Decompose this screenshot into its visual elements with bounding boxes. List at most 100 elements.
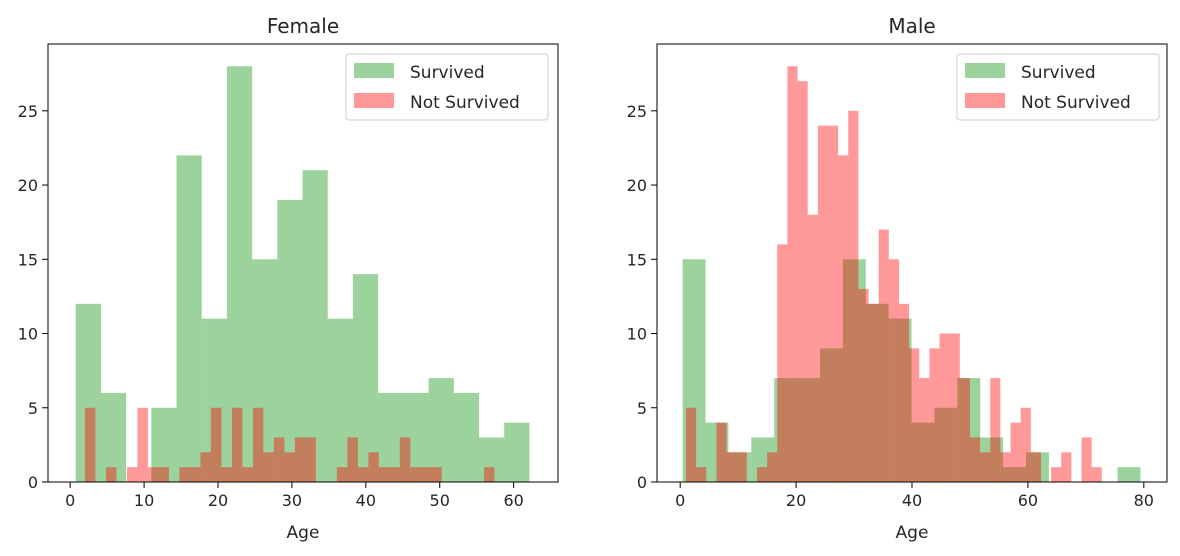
bar-not-survived-male-20 [888,259,899,482]
bar-not-survived-male-0 [685,407,697,482]
x-tick-label: 0 [65,491,75,510]
bar-not-survived-female-30 [399,437,411,482]
bar-not-survived-female-11 [200,452,211,482]
bar-not-survived-female-27 [368,452,379,482]
bar-not-survived-male-21 [898,303,910,482]
bar-not-survived-male-29 [980,452,991,482]
x-tick-label: 40 [356,491,376,510]
legend-label-survived-male: Survived [1021,63,1096,83]
chart-title-female: Female [267,14,339,38]
bar-not-survived-male-23 [919,378,930,482]
x-axis-male: 0 20 40 60 80 [675,482,1154,510]
bar-not-survived-female-20 [294,437,306,482]
bar-survived-female-8 [277,199,303,482]
bar-not-survived-male-32 [1010,422,1021,482]
bar-not-survived-male-9 [777,244,788,482]
bar-not-survived-female-12 [210,407,222,482]
plot-area-female [75,66,530,483]
bar-not-survived-male-4 [726,452,737,482]
bar-not-survived-male-24 [929,348,940,482]
legend-female: Survived Not Survived [345,53,549,121]
x-tick-label: 20 [208,491,228,510]
bar-not-survived-male-13 [817,125,828,482]
bar-not-survived-female-extra-0 [484,467,495,482]
y-tick-label: 10 [18,325,38,344]
y-axis-female: 0 5 10 15 20 25 [18,102,48,492]
legend-label-not-survived-female: Not Survived [410,93,520,113]
x-axis-label-male: Age [896,523,929,543]
y-axis-male: 0 5 10 15 20 25 [627,102,657,492]
legend-swatch-not-survived-female [354,93,394,108]
bar-not-survived-male-10 [787,66,798,483]
bar-survived-female-6 [226,66,253,483]
y-tick-label: 15 [18,250,38,269]
chart-title-male: Male [888,14,935,38]
bar-not-survived-female-15 [242,467,253,482]
bar-not-survived-female-4 [126,467,138,482]
bar-not-survived-male-26 [949,333,960,482]
y-tick-label: 25 [18,102,38,121]
y-tick-label: 20 [18,176,38,195]
y-tick-label: 5 [28,399,38,418]
bar-not-survived-female-18 [273,437,285,482]
legend-male: Survived Not Survived [956,53,1160,121]
x-tick-label: 30 [282,491,302,510]
bar-survived-male-13 [980,437,1004,482]
x-tick-label: 80 [1134,491,1154,510]
bar-survived-male-10 [911,422,935,482]
legend-swatch-survived-male [965,63,1005,78]
bar-not-survived-male-31 [1000,452,1011,482]
y-tick-label: 0 [637,473,647,492]
bar-survived-male-5 [797,378,820,482]
bar-survived-male-6 [819,348,843,482]
bar-survived-male-4 [774,378,798,482]
bar-survived-female-17 [504,422,530,482]
bar-not-survived-female-28 [378,467,390,482]
bar-survived-male-9 [888,318,912,482]
bar-not-survived-male-19 [878,229,889,482]
x-tick-label: 20 [786,491,806,510]
legend-label-survived-female: Survived [410,63,485,83]
y-tick-label: 10 [627,325,647,344]
bar-survived-male-1 [705,422,729,482]
bar-not-survived-female-9 [179,467,190,482]
bar-not-survived-female-21 [305,437,316,482]
axes-frame-female [47,43,559,483]
bar-not-survived-male-28 [969,437,981,482]
bar-not-survived-male-40 [1091,467,1102,482]
panel-male: Male 0 20 40 60 80 0 5 10 15 20 25 Age Survived N… [627,14,1168,543]
bar-not-survived-male-30 [990,378,1001,482]
y-tick-label: 0 [28,473,38,492]
x-tick-label: 40 [902,491,922,510]
bar-not-survived-female-2 [105,467,117,482]
bar-survived-female-16 [478,437,505,482]
bar-not-survived-male-36 [1051,467,1062,482]
bar-not-survived-male-14 [827,125,839,482]
x-tick-label: 50 [430,491,450,510]
bar-survived-male-0 [682,259,706,482]
bar-survived-male-8 [865,303,889,482]
bar-survived-female-3 [151,407,177,482]
bar-not-survived-male-27 [959,378,970,482]
bar-not-survived-male-22 [909,348,920,482]
bar-survived-male-2 [728,452,752,482]
bar-not-survived-male-12 [807,214,818,482]
bar-survived-female-9 [302,170,328,482]
bar-not-survived-female-19 [284,452,295,482]
bar-survived-female-0 [75,303,101,482]
bar-not-survived-female-0 [84,407,96,482]
bar-not-survived-female-31 [410,467,421,482]
y-tick-label: 25 [627,102,647,121]
y-tick-label: 15 [627,250,647,269]
bar-not-survived-female-17 [263,452,274,482]
legend-swatch-survived-female [354,63,394,78]
bar-not-survived-male-8 [767,452,778,482]
bar-survived-male-15 [1026,452,1049,482]
bar-survived-male-12 [957,378,981,482]
bar-not-survived-female-14 [231,407,243,482]
bar-survived-female-7 [252,259,278,482]
bar-not-survived-female-26 [357,467,369,482]
bar-survived-male-19 [1117,467,1141,482]
bar-survived-female-14 [428,378,454,482]
